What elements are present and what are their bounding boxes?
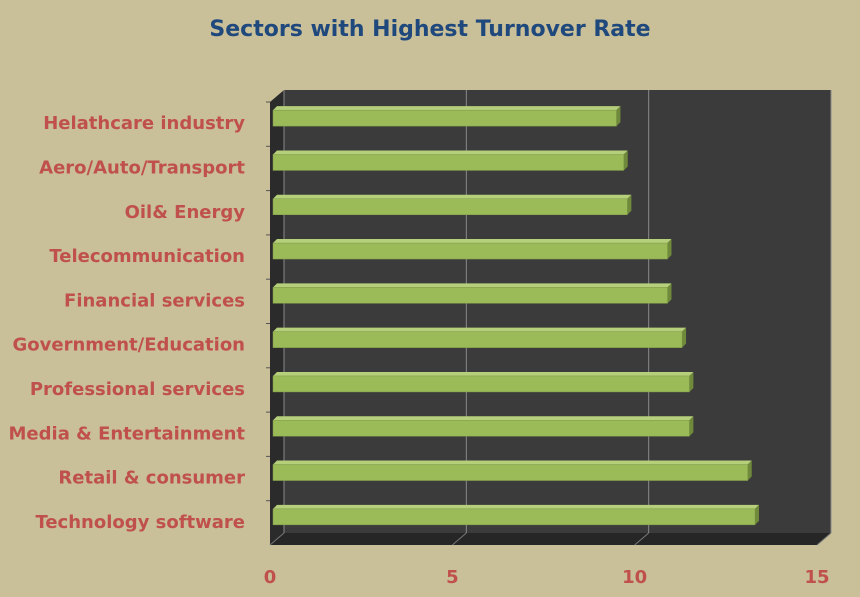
bar [272,154,624,171]
x-tick-label: 0 [264,567,277,588]
bar [272,508,756,526]
bar-end [682,327,687,348]
y-tick-label: Oil& Energy [125,202,246,223]
bar-end [616,106,621,127]
bar-top [273,150,628,155]
y-tick-label: Professional services [30,379,245,400]
bar-end [755,504,760,525]
bar-top [273,327,687,332]
bar [272,331,683,348]
y-tick-label: Telecommunication [49,246,245,267]
floor [270,533,831,545]
tick-mark [452,532,467,546]
bar-top [273,106,621,111]
bar-end [667,283,672,304]
bar [272,287,668,304]
y-tick-label: Technology software [35,512,245,533]
tick-mark [816,532,832,546]
x-tick-label: 5 [446,567,459,588]
bar-end [627,194,632,215]
y-tick-label: Helathcare industry [43,113,245,134]
bar [272,109,617,127]
bar-end [689,416,694,437]
bar-top [273,239,672,244]
bar-top [273,416,694,421]
bar-top [273,460,752,465]
chart-title: Sectors with Highest Turnover Rate [209,17,650,42]
y-tick-label: Aero/Auto/Transport [39,157,245,178]
bar [272,375,690,393]
y-tick-label: Retail & consumer [58,468,245,489]
tick-mark [269,532,285,546]
x-tick-label: 15 [804,567,829,588]
bar [272,242,668,260]
bar-top [273,504,760,509]
bar-top [273,194,632,199]
bar-end [667,239,672,260]
bar [272,198,628,215]
bar-end [689,371,694,392]
y-tick-label: Media & Entertainment [9,423,246,444]
y-tick-label: Financial services [64,290,245,311]
bar-top [273,283,672,288]
bar [272,420,690,437]
x-tick-label: 10 [622,567,647,588]
bar-end [623,150,628,171]
bar [272,464,748,481]
y-tick-label: Government/Education [13,335,246,356]
tick-mark [634,532,649,546]
bar-top [273,371,694,376]
bar-end [747,460,752,481]
